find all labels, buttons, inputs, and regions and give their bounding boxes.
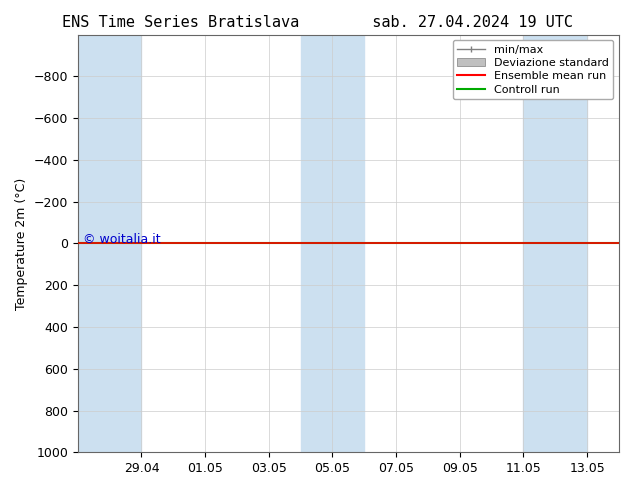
Y-axis label: Temperature 2m (°C): Temperature 2m (°C) (15, 177, 28, 310)
Legend: min/max, Deviazione standard, Ensemble mean run, Controll run: min/max, Deviazione standard, Ensemble m… (453, 40, 614, 99)
Text: ENS Time Series Bratislava        sab. 27.04.2024 19 UTC: ENS Time Series Bratislava sab. 27.04.20… (61, 15, 573, 30)
Bar (78, 35, 141, 452)
Text: © woitalia.it: © woitalia.it (83, 233, 161, 246)
Bar (524, 35, 587, 452)
Bar (301, 35, 365, 452)
